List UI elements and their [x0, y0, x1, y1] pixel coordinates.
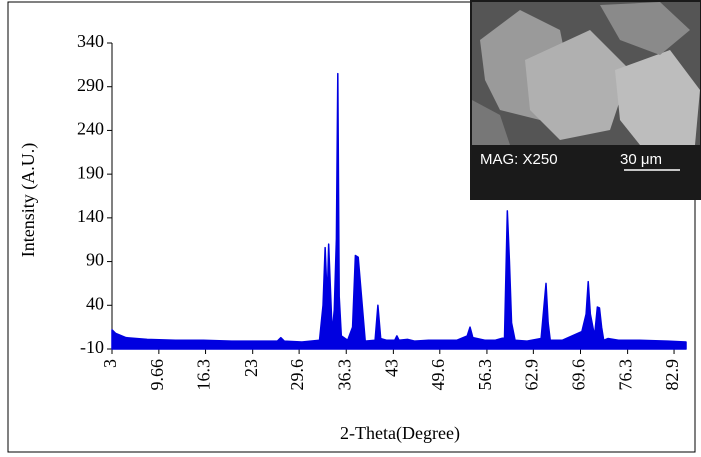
x-tick-label: 16.3 [194, 359, 214, 391]
x-tick-label: 56.3 [475, 359, 495, 391]
x-tick-label: 76.3 [616, 359, 636, 391]
inset-scale: 30 μm [620, 151, 662, 168]
y-tick-label: -10 [80, 337, 104, 357]
x-tick-label: 36.3 [334, 359, 354, 391]
inset-magnification: MAG: X250 [480, 151, 558, 168]
y-axis-title: Intensity (A.U.) [18, 143, 39, 257]
x-tick-label: 69.6 [569, 359, 589, 391]
sem-inset: MAG: X250 30 μm [470, 0, 701, 200]
x-tick-label: 9.66 [147, 359, 167, 391]
x-tick-label: 23 [241, 359, 261, 377]
x-tick-label: 62.9 [521, 359, 541, 391]
x-tick-label: 82.9 [662, 359, 682, 391]
sem-grain [600, 2, 690, 55]
plot: -10 40 90 140 190 240 290 340 3 9.66 16.3 23 29.6 36.… [77, 31, 687, 391]
sem-grain [525, 30, 630, 140]
y-tick-label: 140 [77, 206, 104, 226]
x-tick-label: 43 [381, 359, 401, 377]
x-tick-label: 49.6 [428, 359, 448, 391]
xrd-pattern [111, 72, 687, 350]
x-tick-label: 29.6 [287, 359, 307, 391]
y-tick-label: 40 [86, 293, 104, 313]
x-axis-title: 2-Theta(Degree) [340, 423, 460, 444]
y-tick-label: 90 [86, 250, 104, 270]
sem-grain [615, 50, 700, 145]
y-tick-label: 290 [77, 75, 104, 95]
sem-grain [472, 100, 510, 145]
x-tick-label: 3 [100, 359, 120, 368]
y-tick-label: 240 [77, 119, 104, 139]
y-tick-label: 190 [77, 162, 104, 182]
y-tick-label: 340 [77, 31, 104, 51]
